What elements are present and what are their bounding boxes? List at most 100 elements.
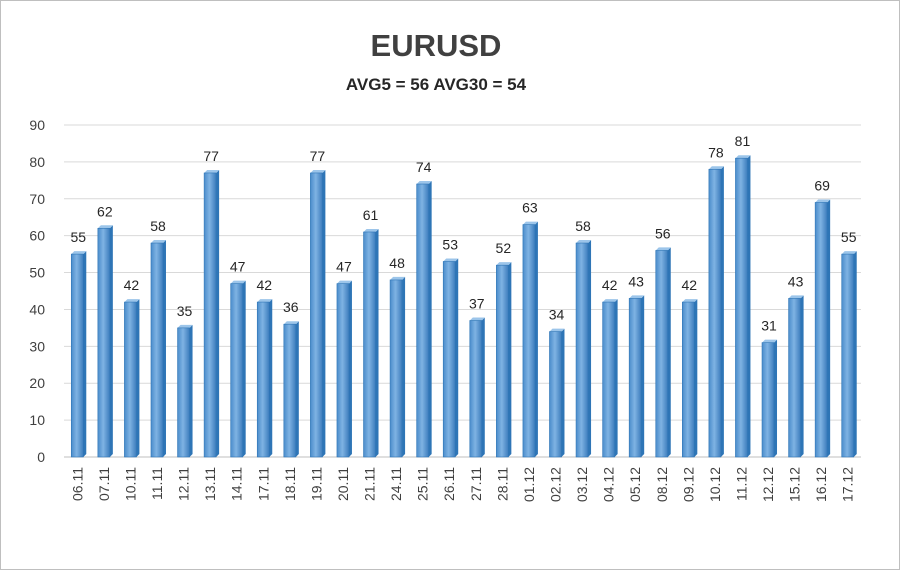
bar-side bbox=[508, 262, 512, 457]
x-tick-label: 20.11 bbox=[335, 467, 351, 501]
bar-top bbox=[124, 299, 140, 303]
bar-side bbox=[614, 299, 618, 457]
bar-side bbox=[269, 299, 273, 457]
bar bbox=[841, 253, 855, 458]
bar bbox=[735, 157, 748, 458]
data-label: 63 bbox=[522, 200, 538, 216]
bar-side bbox=[481, 317, 485, 457]
bar-top bbox=[682, 299, 698, 303]
bar-top bbox=[655, 247, 671, 251]
data-label: 55 bbox=[70, 229, 86, 245]
bar-side bbox=[747, 155, 751, 457]
bar-side bbox=[827, 199, 831, 457]
bar-side bbox=[375, 228, 379, 457]
data-label: 43 bbox=[788, 273, 804, 289]
bar-side bbox=[455, 258, 459, 457]
bar bbox=[256, 301, 270, 458]
x-tick-label: 09.12 bbox=[680, 467, 696, 502]
bar-top bbox=[549, 328, 565, 332]
x-tick-label: 12.11 bbox=[176, 467, 192, 501]
bar-top bbox=[602, 299, 618, 303]
bar-side bbox=[109, 225, 113, 457]
x-tick-label: 13.11 bbox=[202, 467, 218, 501]
data-label: 81 bbox=[735, 133, 751, 149]
bar-top bbox=[283, 321, 299, 325]
y-tick-label: 80 bbox=[29, 154, 45, 170]
x-tick-label: 18.11 bbox=[282, 467, 298, 501]
data-label: 61 bbox=[363, 207, 379, 223]
bar bbox=[150, 242, 164, 458]
bar-top bbox=[230, 280, 246, 284]
data-label: 43 bbox=[628, 273, 644, 289]
chart-subtitle: AVG5 = 56 AVG30 = 54 bbox=[345, 75, 527, 94]
data-label: 42 bbox=[124, 277, 140, 293]
bar bbox=[442, 261, 456, 458]
y-tick-label: 20 bbox=[29, 375, 45, 391]
bar-side bbox=[534, 221, 538, 457]
x-tick-label: 06.11 bbox=[69, 467, 85, 501]
bar bbox=[496, 264, 509, 458]
x-tick-label: 19.11 bbox=[308, 467, 324, 501]
bar-top bbox=[204, 169, 220, 173]
bar-top bbox=[788, 295, 804, 299]
bar-top bbox=[629, 295, 645, 299]
bar bbox=[283, 323, 297, 458]
bar-side bbox=[641, 295, 645, 457]
bar-top bbox=[443, 258, 459, 262]
x-tick-label: 17.12 bbox=[840, 467, 856, 502]
bar-side bbox=[216, 169, 220, 457]
data-label: 69 bbox=[814, 177, 830, 193]
bar bbox=[363, 231, 376, 458]
data-label: 53 bbox=[442, 236, 458, 252]
x-tick-label: 01.12 bbox=[521, 467, 537, 502]
bar-top bbox=[310, 169, 326, 173]
gridlines bbox=[64, 124, 861, 458]
x-tick-label: 04.12 bbox=[601, 467, 617, 502]
bar bbox=[389, 279, 403, 458]
bar-top bbox=[257, 299, 273, 303]
bar-side bbox=[720, 166, 724, 457]
x-tick-label: 11.11 bbox=[149, 467, 165, 500]
bar bbox=[124, 301, 137, 458]
chart-title: EURUSD bbox=[370, 28, 502, 63]
bar-top bbox=[522, 221, 538, 225]
data-label: 52 bbox=[496, 240, 512, 256]
bar bbox=[310, 172, 323, 458]
bar-top bbox=[841, 251, 857, 255]
data-label: 42 bbox=[682, 277, 698, 293]
data-label: 62 bbox=[97, 203, 113, 219]
bar-side bbox=[428, 181, 432, 457]
bar-top bbox=[336, 280, 352, 284]
bar bbox=[70, 253, 84, 458]
bar-side bbox=[800, 295, 804, 457]
bar bbox=[761, 342, 775, 458]
data-label: 31 bbox=[761, 318, 777, 334]
bar-top bbox=[708, 166, 724, 170]
bar-side bbox=[322, 169, 326, 457]
bar-side bbox=[694, 299, 698, 457]
data-label: 35 bbox=[177, 303, 193, 319]
bars: 55 62 42 58 35 77 47 42 36 77 47 61 48 74 53 37 52 63 34 58… bbox=[70, 133, 857, 458]
y-tick-label: 70 bbox=[29, 191, 45, 207]
data-label: 77 bbox=[310, 148, 326, 164]
x-tick-label: 05.12 bbox=[627, 467, 643, 502]
bar-side bbox=[295, 321, 299, 457]
bar-side bbox=[242, 280, 246, 457]
y-tick-label: 40 bbox=[29, 301, 45, 317]
bar bbox=[230, 283, 243, 458]
x-tick-label: 10.11 bbox=[122, 467, 138, 501]
bar-top bbox=[576, 240, 592, 244]
x-tick-label: 27.11 bbox=[468, 467, 484, 501]
x-tick-label: 16.12 bbox=[813, 467, 829, 502]
data-label: 78 bbox=[708, 144, 724, 160]
bar-top bbox=[97, 225, 113, 229]
bar-side bbox=[667, 247, 671, 457]
bar-side bbox=[136, 299, 140, 457]
data-label: 47 bbox=[336, 259, 352, 275]
x-tick-label: 03.12 bbox=[574, 467, 590, 502]
bar-top bbox=[177, 324, 193, 328]
data-label: 58 bbox=[150, 218, 166, 234]
bar bbox=[708, 168, 722, 458]
bar-side bbox=[402, 276, 406, 457]
